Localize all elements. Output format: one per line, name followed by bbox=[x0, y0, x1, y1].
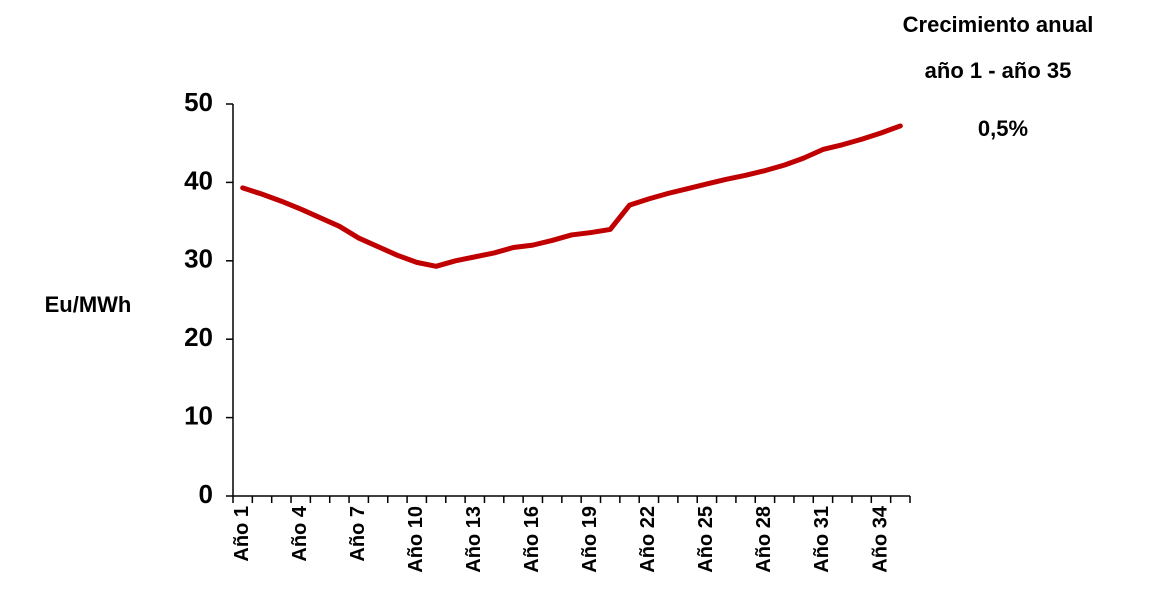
line-series bbox=[240, 123, 903, 269]
x-tick-label: Año 22 bbox=[637, 506, 659, 573]
x-tick-label: Año 31 bbox=[811, 506, 833, 573]
annotation: año 1 - año 35 bbox=[925, 58, 1072, 83]
y-tick-label: 10 bbox=[184, 400, 213, 430]
x-tick-label: Año 25 bbox=[695, 506, 717, 573]
annotation: Crecimiento anual bbox=[903, 12, 1094, 37]
x-tick-label: Año 19 bbox=[579, 506, 601, 573]
x-tick-label: Año 1 bbox=[231, 506, 253, 562]
x-tick-label: Año 7 bbox=[347, 506, 369, 562]
x-tick-label: Año 28 bbox=[753, 506, 775, 573]
x-tick-label: Año 34 bbox=[869, 505, 891, 573]
x-tick-label: Año 10 bbox=[405, 506, 427, 573]
y-tick-label: 50 bbox=[184, 87, 213, 117]
annotation: 0,5% bbox=[978, 116, 1028, 141]
y-tick-label: 0 bbox=[199, 479, 213, 509]
x-tick-label: Año 4 bbox=[289, 505, 311, 561]
y-tick-label: 30 bbox=[184, 244, 213, 274]
y-tick-label: 20 bbox=[184, 322, 213, 352]
y-tick-label: 40 bbox=[184, 165, 213, 195]
x-tick-label: Año 13 bbox=[463, 506, 485, 573]
x-tick-label: Año 16 bbox=[521, 506, 543, 573]
y-axis-label: Eu/MWh bbox=[45, 292, 132, 317]
